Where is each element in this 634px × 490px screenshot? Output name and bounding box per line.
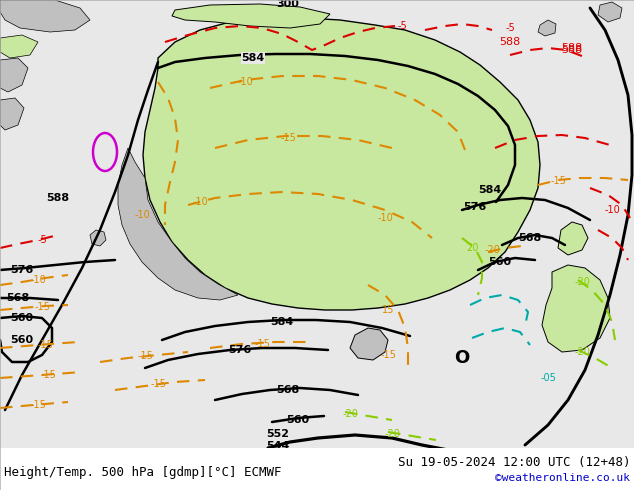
Text: 300: 300 — [276, 0, 299, 9]
Text: -20: -20 — [342, 409, 358, 419]
Text: -15: -15 — [30, 400, 46, 410]
Polygon shape — [90, 230, 106, 246]
Polygon shape — [0, 35, 38, 58]
Text: -15: -15 — [280, 133, 296, 143]
Text: Su 19-05-2024 12:00 UTC (12+48): Su 19-05-2024 12:00 UTC (12+48) — [398, 456, 630, 468]
Text: -10: -10 — [377, 213, 393, 223]
Text: 15: 15 — [382, 305, 394, 315]
Text: 544: 544 — [266, 441, 290, 451]
Text: ©weatheronline.co.uk: ©weatheronline.co.uk — [495, 473, 630, 483]
Text: 584: 584 — [270, 317, 294, 327]
Text: -15: -15 — [380, 350, 396, 360]
Text: 560: 560 — [488, 257, 512, 267]
Text: 588: 588 — [46, 193, 70, 203]
Polygon shape — [558, 222, 588, 255]
Polygon shape — [598, 2, 622, 22]
Text: -15: -15 — [34, 302, 50, 312]
Bar — [0, 448, 634, 490]
Text: -15: -15 — [37, 340, 53, 350]
Polygon shape — [118, 148, 238, 300]
Polygon shape — [0, 98, 24, 130]
Text: 568: 568 — [276, 385, 300, 395]
Text: -5: -5 — [37, 235, 47, 245]
Text: -05: -05 — [540, 373, 556, 383]
Text: O: O — [455, 349, 470, 367]
Text: -20: -20 — [574, 347, 590, 357]
Text: 568: 568 — [6, 293, 30, 303]
Text: -5: -5 — [397, 21, 407, 31]
Polygon shape — [538, 20, 556, 36]
Text: 576: 576 — [10, 265, 34, 275]
Text: 552: 552 — [266, 429, 290, 439]
Text: 588: 588 — [500, 37, 521, 47]
Text: -15: -15 — [550, 176, 566, 186]
Text: -10: -10 — [30, 275, 46, 285]
Polygon shape — [0, 58, 28, 92]
Polygon shape — [350, 328, 388, 360]
Polygon shape — [0, 0, 90, 32]
Text: 588: 588 — [561, 43, 583, 53]
Text: 560: 560 — [10, 313, 34, 323]
Text: -10: -10 — [237, 77, 253, 87]
Text: Height/Temp. 500 hPa [gdmp][°C] ECMWF: Height/Temp. 500 hPa [gdmp][°C] ECMWF — [4, 466, 281, 479]
Text: 560: 560 — [10, 335, 34, 345]
Text: -15: -15 — [137, 351, 153, 361]
Text: 576: 576 — [228, 345, 252, 355]
Text: 560: 560 — [287, 415, 309, 425]
Text: -20: -20 — [484, 245, 500, 255]
Text: -10: -10 — [134, 210, 150, 220]
Text: -15: -15 — [150, 379, 166, 389]
Text: -10: -10 — [604, 205, 620, 215]
Text: 584: 584 — [242, 53, 264, 63]
Polygon shape — [542, 265, 610, 352]
Text: -15: -15 — [254, 339, 270, 349]
Text: -5: -5 — [505, 23, 515, 33]
Polygon shape — [172, 4, 330, 28]
Text: 588: 588 — [561, 45, 583, 55]
Text: 584: 584 — [479, 185, 501, 195]
Text: 576: 576 — [463, 202, 487, 212]
Text: -10: -10 — [192, 197, 208, 207]
Text: 568: 568 — [519, 233, 541, 243]
Text: -20: -20 — [384, 429, 400, 439]
Polygon shape — [143, 18, 540, 310]
Text: 20: 20 — [466, 243, 478, 253]
Text: -15: -15 — [40, 370, 56, 380]
Text: -20: -20 — [574, 277, 590, 287]
